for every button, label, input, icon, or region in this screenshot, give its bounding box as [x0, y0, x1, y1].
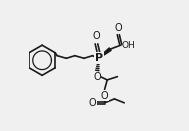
Text: P: P	[95, 53, 103, 63]
Polygon shape	[99, 48, 111, 58]
Text: O: O	[93, 72, 101, 82]
Text: OH: OH	[122, 41, 136, 50]
Text: O: O	[101, 91, 108, 100]
Text: O: O	[89, 98, 97, 108]
Text: O: O	[115, 23, 122, 33]
Text: O: O	[93, 31, 100, 41]
